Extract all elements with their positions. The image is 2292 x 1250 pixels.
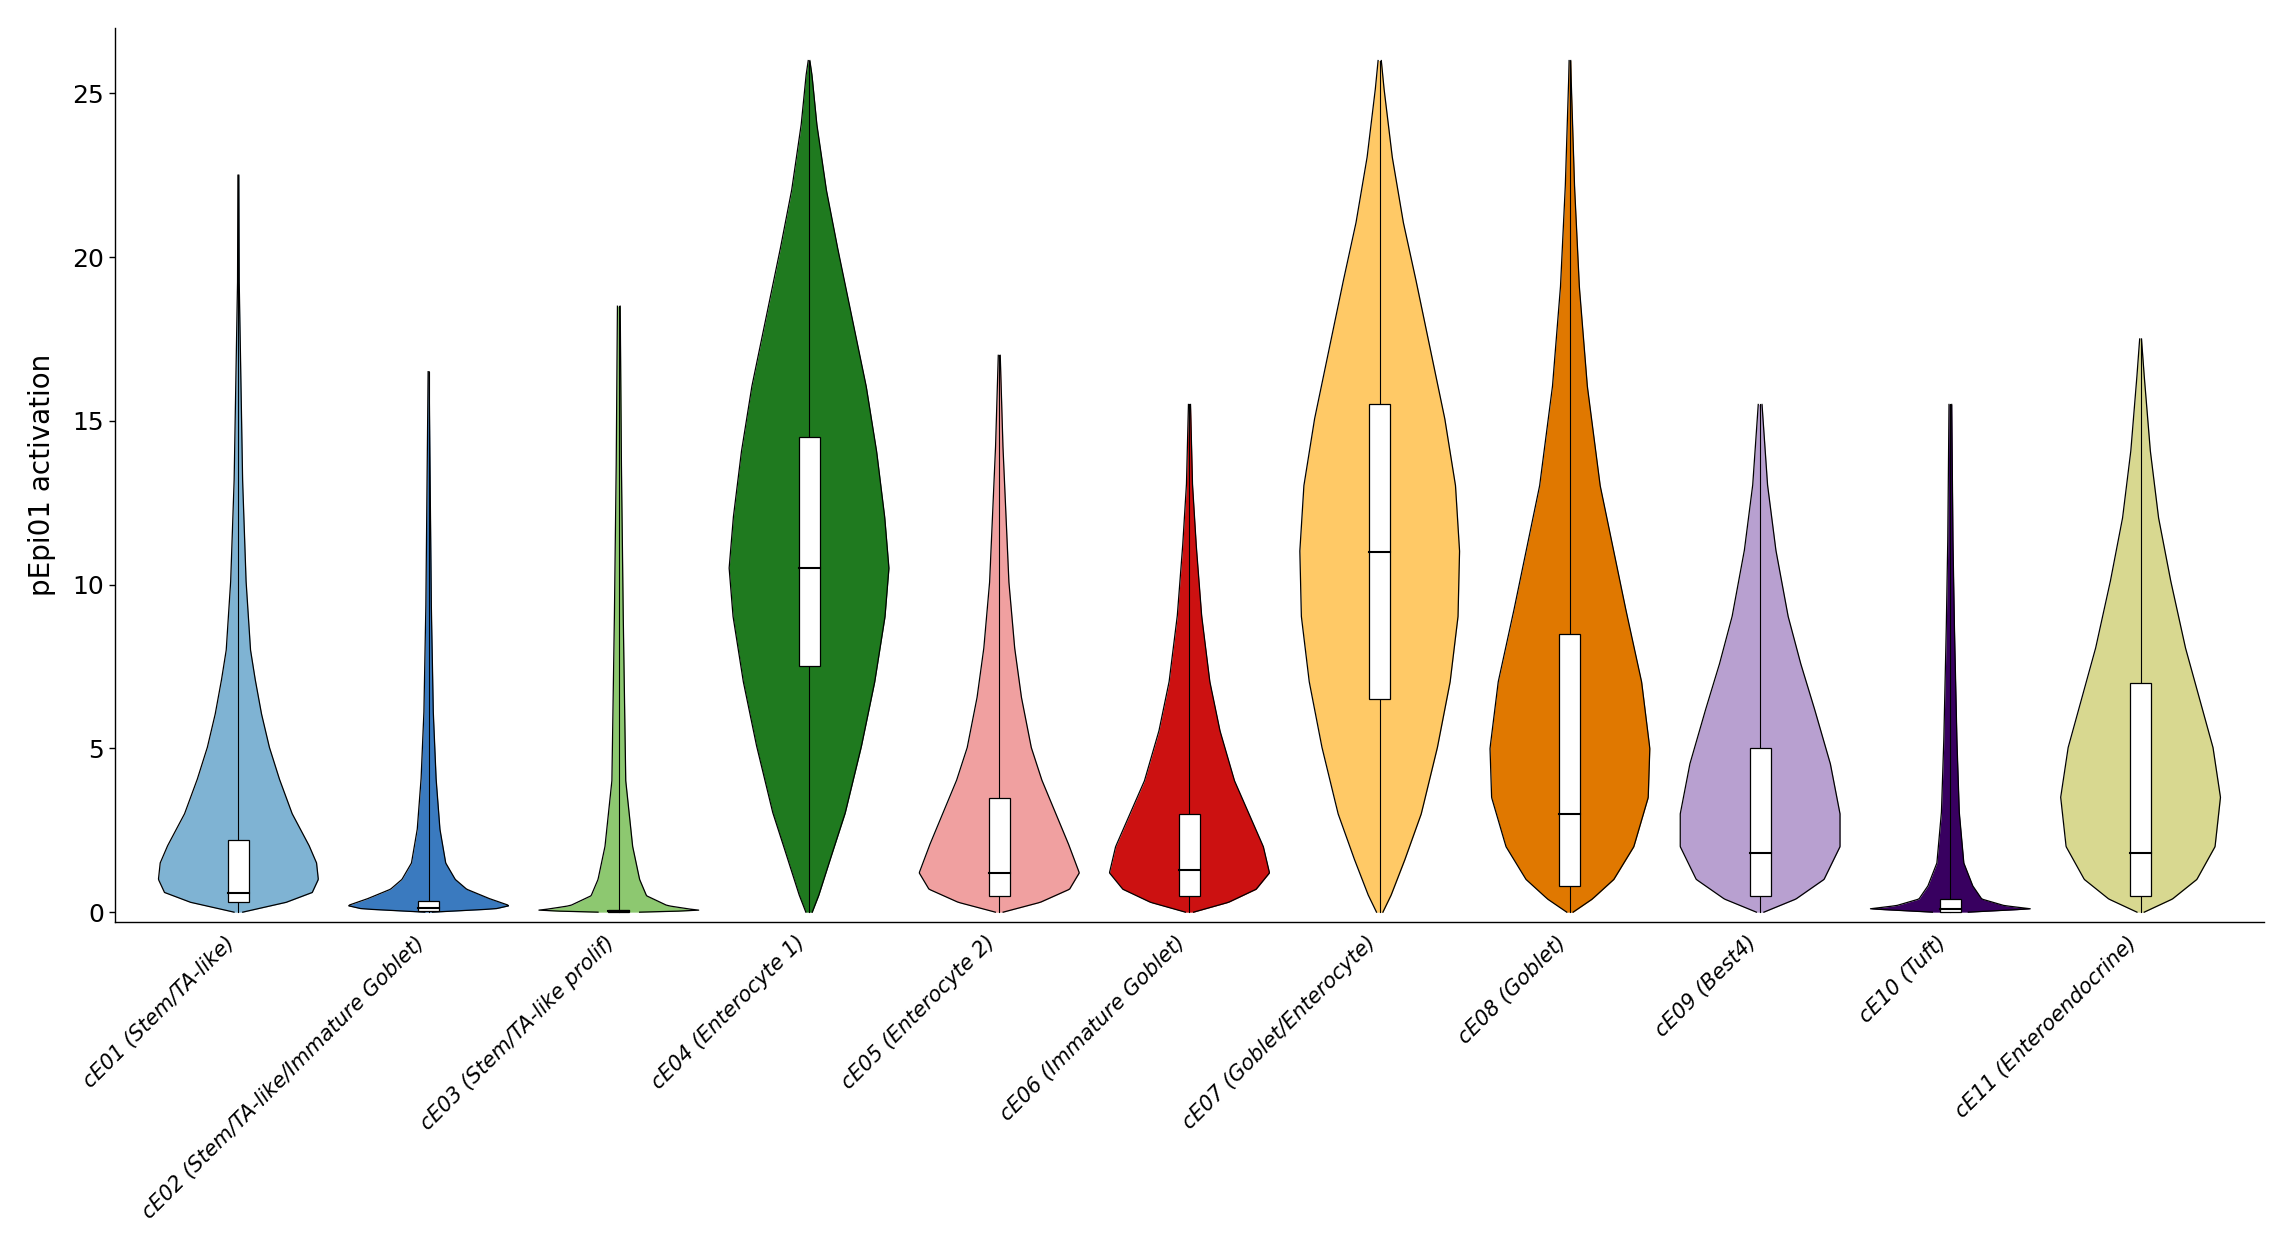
Bar: [988, 798, 1011, 896]
Bar: [798, 438, 821, 666]
Bar: [1749, 749, 1772, 896]
Bar: [1368, 405, 1391, 699]
Bar: [227, 840, 250, 902]
Y-axis label: pEpi01 activation: pEpi01 activation: [28, 354, 55, 596]
Bar: [1178, 814, 1201, 896]
Bar: [607, 910, 630, 912]
Bar: [1939, 899, 1962, 912]
Bar: [1559, 634, 1581, 886]
Bar: [417, 901, 440, 910]
Bar: [2129, 682, 2150, 896]
